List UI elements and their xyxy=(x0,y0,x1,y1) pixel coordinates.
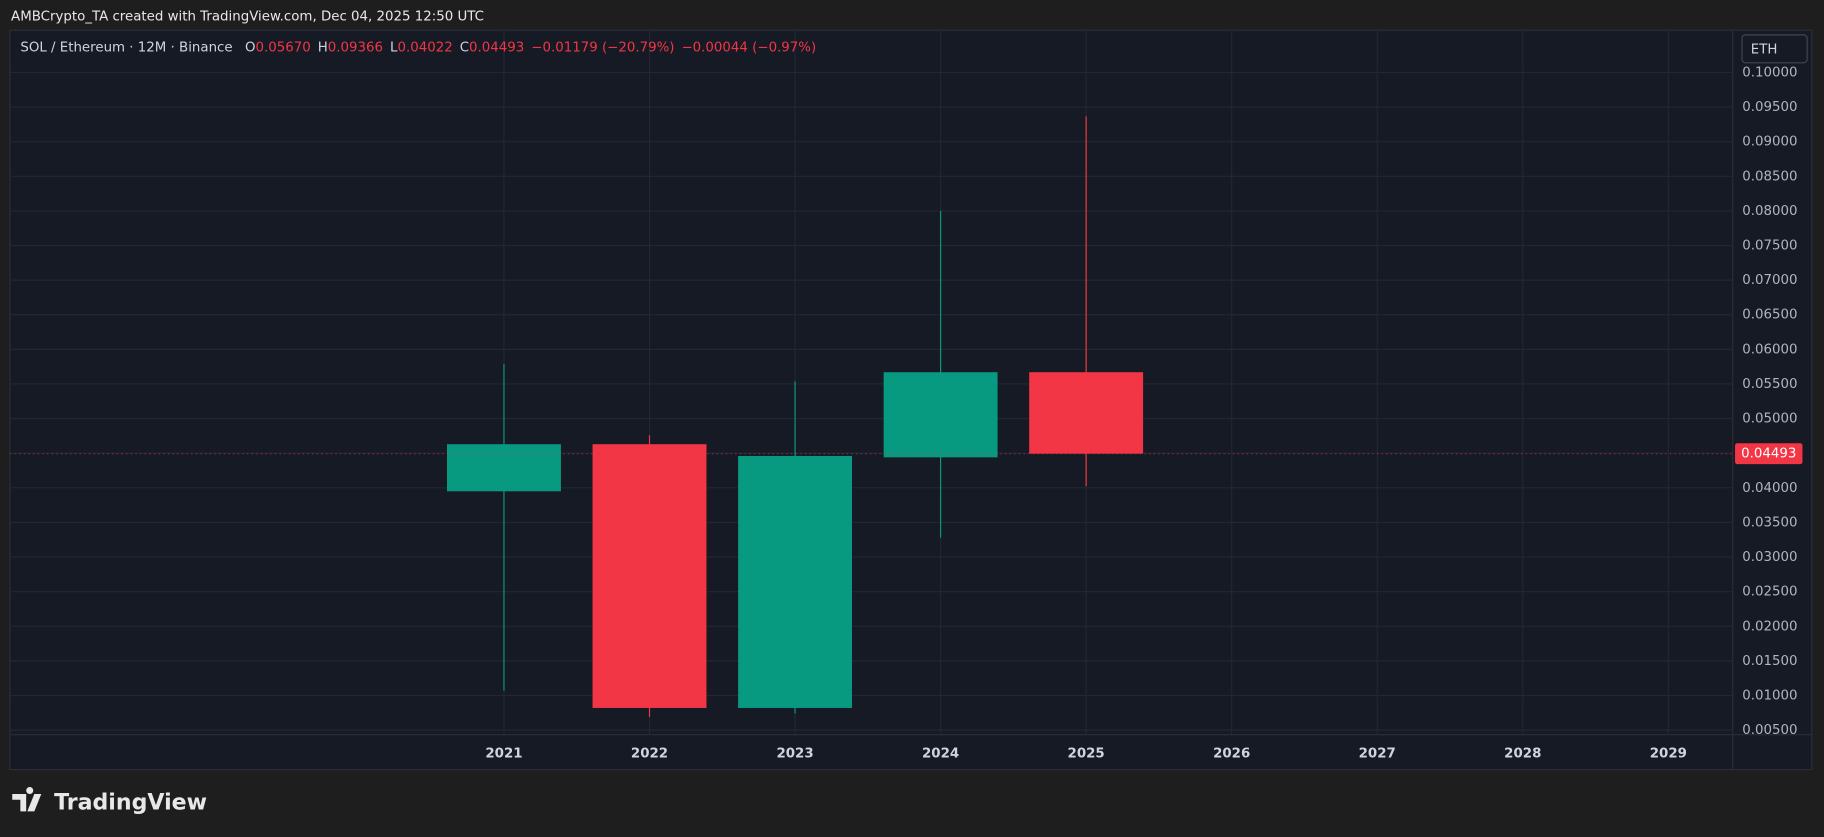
y-tick-label: 0.04000 xyxy=(1742,481,1797,496)
logo: TradingView xyxy=(12,787,207,815)
branding: TradingView xyxy=(54,790,207,815)
y-tick-label: 0.03000 xyxy=(1742,550,1797,565)
legend-value: 0.05670 xyxy=(256,41,311,56)
candle-body xyxy=(447,444,561,492)
y-tick-label: 0.08000 xyxy=(1742,204,1797,219)
legend-change: −0.00044 (−0.97%) xyxy=(681,41,816,56)
legend: SOL / Ethereum · 12M · Binance O0.05670 H… xyxy=(20,41,816,56)
currency-button[interactable] xyxy=(1741,34,1808,64)
y-tick-label: 0.02000 xyxy=(1742,619,1797,634)
y-tick-label: 0.03500 xyxy=(1742,515,1797,530)
x-tick-label: 2022 xyxy=(631,746,668,761)
x-tick-label: 2024 xyxy=(922,746,959,761)
x-tick-label: 2029 xyxy=(1650,746,1687,761)
y-tick-label: 0.09500 xyxy=(1742,100,1797,115)
legend-value: 0.04022 xyxy=(397,41,452,56)
y-tick-label: 0.07500 xyxy=(1742,239,1797,254)
y-tick-label: 0.10000 xyxy=(1742,65,1797,80)
x-tick-label: 2025 xyxy=(1068,746,1105,761)
legend-key: H xyxy=(318,41,328,56)
x-tick-label: 2021 xyxy=(485,746,522,761)
currency-label: ETH xyxy=(1751,42,1778,57)
y-tick-label: 0.06500 xyxy=(1742,308,1797,323)
y-tick-label: 0.01000 xyxy=(1742,689,1797,704)
x-tick-label: 2026 xyxy=(1213,746,1250,761)
logo-icon xyxy=(12,787,42,812)
candle-body xyxy=(883,372,998,458)
candle-body xyxy=(738,455,853,708)
y-tick-label: 0.00500 xyxy=(1742,723,1797,738)
y-tick-label: 0.01500 xyxy=(1742,654,1797,669)
legend-value: 0.04493 xyxy=(469,41,524,56)
legend-key: L xyxy=(390,41,398,56)
y-tick-label: 0.02500 xyxy=(1742,585,1797,600)
last-price-tag xyxy=(1735,443,1803,465)
legend-key: O xyxy=(245,41,256,56)
y-tick-label: 0.09000 xyxy=(1742,135,1797,150)
x-tick-label: 2027 xyxy=(1359,746,1396,761)
x-tick-label: 2023 xyxy=(776,746,813,761)
y-tick-label: 0.08500 xyxy=(1742,169,1797,184)
candle-body xyxy=(592,444,707,708)
candle-body xyxy=(1029,372,1144,454)
chart-title: SOL / Ethereum · 12M · Binance xyxy=(20,41,232,56)
y-tick-label: 0.05000 xyxy=(1742,412,1797,427)
legend-value: 0.09366 xyxy=(328,41,383,56)
last-price-label: 0.04493 xyxy=(1741,447,1796,462)
legend-change: −0.01179 (−20.79%) xyxy=(531,41,674,56)
x-tick-label: 2028 xyxy=(1504,746,1541,761)
legend-key: C xyxy=(460,41,469,56)
attribution: AMBCrypto_TA created with TradingView.co… xyxy=(11,9,484,24)
y-tick-label: 0.07000 xyxy=(1742,273,1797,288)
y-tick-label: 0.06000 xyxy=(1742,342,1797,357)
y-tick-label: 0.05500 xyxy=(1742,377,1797,392)
